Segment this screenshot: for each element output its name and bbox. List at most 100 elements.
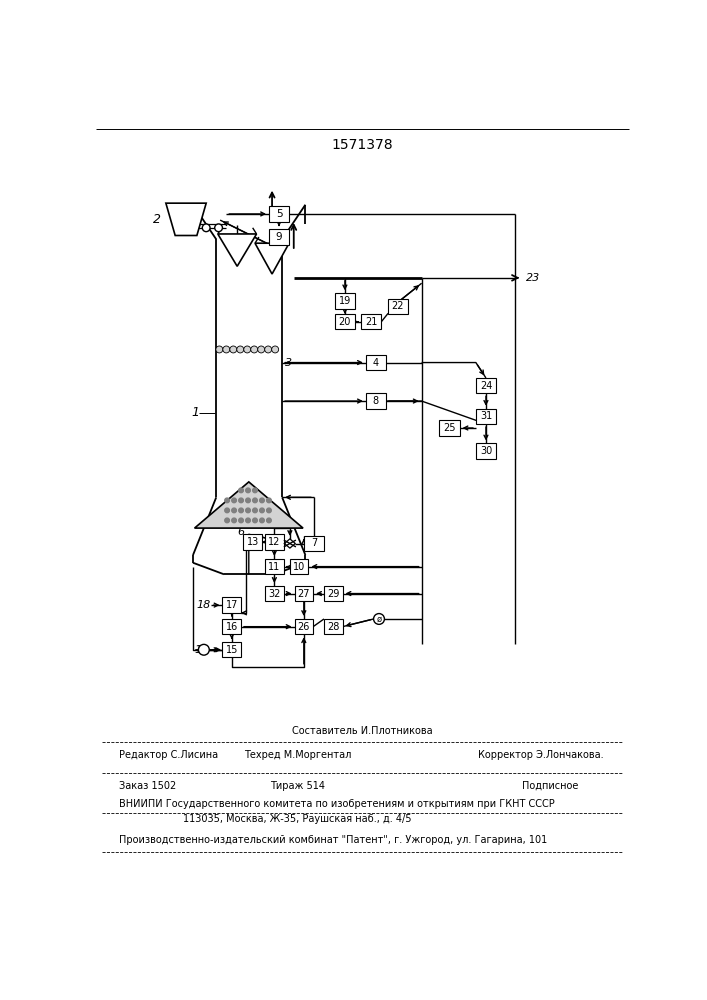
Circle shape bbox=[259, 518, 264, 523]
Bar bbox=[304, 536, 324, 551]
Circle shape bbox=[239, 518, 243, 523]
Circle shape bbox=[252, 488, 257, 493]
Circle shape bbox=[271, 346, 279, 353]
Circle shape bbox=[259, 498, 264, 503]
Bar bbox=[269, 229, 289, 245]
Circle shape bbox=[216, 346, 223, 353]
Text: Редактор С.Лисина: Редактор С.Лисина bbox=[119, 750, 218, 760]
Text: 17: 17 bbox=[226, 600, 238, 610]
Bar bbox=[223, 642, 241, 657]
Text: 4: 4 bbox=[373, 358, 379, 368]
Bar bbox=[366, 393, 386, 409]
Text: 1571378: 1571378 bbox=[331, 138, 393, 152]
Text: 9: 9 bbox=[276, 232, 282, 242]
Text: 1: 1 bbox=[192, 406, 199, 419]
Text: 5: 5 bbox=[276, 209, 282, 219]
Text: 11: 11 bbox=[268, 562, 281, 572]
Circle shape bbox=[223, 346, 230, 353]
Text: Корректор Э.Лончакова.: Корректор Э.Лончакова. bbox=[478, 750, 604, 760]
Polygon shape bbox=[194, 482, 303, 528]
Bar bbox=[476, 443, 496, 459]
Circle shape bbox=[373, 614, 385, 624]
Bar bbox=[265, 586, 284, 601]
Bar bbox=[265, 559, 284, 574]
Text: Тираж 514: Тираж 514 bbox=[270, 781, 325, 791]
Bar bbox=[324, 619, 343, 634]
Circle shape bbox=[239, 488, 243, 493]
Circle shape bbox=[252, 518, 257, 523]
Text: 15: 15 bbox=[226, 645, 238, 655]
Text: 26: 26 bbox=[298, 622, 310, 632]
Bar bbox=[295, 619, 313, 634]
Text: 3: 3 bbox=[285, 358, 293, 368]
Text: Заказ 1502: Заказ 1502 bbox=[119, 781, 177, 791]
Text: ВНИИПИ Государственного комитета по изобретениям и открытиям при ГКНТ СССР: ВНИИПИ Государственного комитета по изоб… bbox=[119, 799, 555, 809]
Circle shape bbox=[259, 508, 264, 513]
Text: 12: 12 bbox=[268, 537, 281, 547]
Circle shape bbox=[252, 508, 257, 513]
Polygon shape bbox=[255, 243, 289, 274]
Bar bbox=[265, 534, 284, 550]
Bar bbox=[290, 559, 308, 574]
Text: 27: 27 bbox=[298, 589, 310, 599]
Circle shape bbox=[230, 346, 237, 353]
Text: 14: 14 bbox=[194, 645, 209, 655]
Circle shape bbox=[202, 224, 210, 232]
Bar bbox=[223, 597, 241, 613]
Circle shape bbox=[251, 346, 258, 353]
Polygon shape bbox=[166, 203, 206, 235]
Text: 19: 19 bbox=[339, 296, 351, 306]
Text: 2: 2 bbox=[153, 213, 160, 226]
Text: 6: 6 bbox=[238, 527, 245, 537]
Circle shape bbox=[246, 508, 250, 513]
Bar bbox=[324, 586, 343, 601]
Text: 31: 31 bbox=[480, 411, 492, 421]
Text: 10: 10 bbox=[293, 562, 305, 572]
Bar bbox=[335, 314, 355, 329]
Circle shape bbox=[215, 224, 223, 232]
Circle shape bbox=[232, 518, 236, 523]
Text: Подписное: Подписное bbox=[522, 781, 579, 791]
Text: 8: 8 bbox=[373, 396, 379, 406]
Bar bbox=[366, 355, 386, 370]
Circle shape bbox=[244, 346, 251, 353]
Circle shape bbox=[199, 644, 209, 655]
Circle shape bbox=[267, 508, 271, 513]
Circle shape bbox=[239, 498, 243, 503]
Text: 21: 21 bbox=[365, 317, 378, 327]
Text: 22: 22 bbox=[392, 301, 404, 311]
Text: 32: 32 bbox=[268, 589, 281, 599]
Circle shape bbox=[239, 508, 243, 513]
Bar bbox=[335, 293, 355, 309]
Text: Составитель И.Плотникова: Составитель И.Плотникова bbox=[292, 726, 432, 736]
Text: 113035, Москва, Ж-35, Раушская наб., д. 4/5: 113035, Москва, Ж-35, Раушская наб., д. … bbox=[183, 814, 412, 824]
Circle shape bbox=[246, 488, 250, 493]
Text: 13: 13 bbox=[247, 537, 259, 547]
Polygon shape bbox=[218, 234, 257, 266]
Text: Техред М.Моргентал: Техред М.Моргентал bbox=[244, 750, 351, 760]
Text: 23: 23 bbox=[526, 273, 540, 283]
Bar bbox=[243, 534, 262, 550]
Text: 25: 25 bbox=[443, 423, 456, 433]
Text: 24: 24 bbox=[480, 381, 492, 391]
Circle shape bbox=[232, 508, 236, 513]
Circle shape bbox=[267, 518, 271, 523]
Text: 18: 18 bbox=[197, 600, 211, 610]
Circle shape bbox=[225, 508, 230, 513]
Circle shape bbox=[246, 518, 250, 523]
Text: 16: 16 bbox=[226, 622, 238, 632]
Circle shape bbox=[258, 346, 264, 353]
Bar bbox=[387, 299, 408, 314]
Bar bbox=[361, 314, 381, 329]
Text: 29: 29 bbox=[327, 589, 339, 599]
Text: ø: ø bbox=[376, 614, 382, 623]
Bar bbox=[269, 206, 289, 222]
Text: 30: 30 bbox=[480, 446, 492, 456]
Bar bbox=[223, 619, 241, 634]
Circle shape bbox=[267, 498, 271, 503]
Circle shape bbox=[237, 346, 244, 353]
Circle shape bbox=[246, 498, 250, 503]
Text: 7: 7 bbox=[311, 538, 317, 548]
Text: Производственно-издательский комбинат "Патент", г. Ужгород, ул. Гагарина, 101: Производственно-издательский комбинат "П… bbox=[119, 835, 548, 845]
Bar bbox=[476, 378, 496, 393]
